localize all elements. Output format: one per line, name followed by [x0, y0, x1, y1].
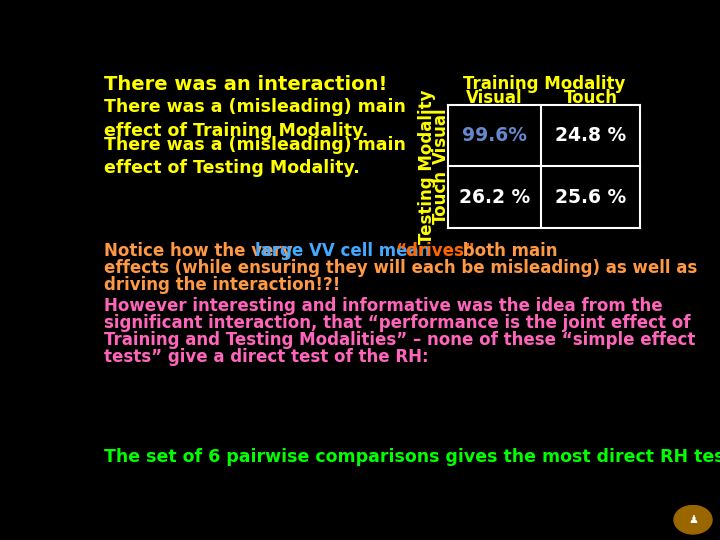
Text: 99.6%: 99.6%: [462, 126, 527, 145]
Text: driving the interaction!?!: driving the interaction!?!: [104, 276, 341, 294]
Text: Touch: Touch: [564, 90, 618, 107]
Text: 25.6 %: 25.6 %: [555, 188, 626, 207]
Text: Touch: Touch: [432, 170, 450, 224]
Text: significant interaction, that “performance is the joint effect of: significant interaction, that “performan…: [104, 314, 690, 332]
Text: There was a (misleading) main
effect of Testing Modality.: There was a (misleading) main effect of …: [104, 136, 406, 177]
Circle shape: [674, 505, 712, 534]
Text: Training and Testing Modalities” – none of these “simple effect: Training and Testing Modalities” – none …: [104, 331, 696, 349]
Text: Testing Modality: Testing Modality: [418, 89, 436, 244]
Text: both main: both main: [457, 242, 557, 260]
Text: However interesting and informative was the idea from the: However interesting and informative was …: [104, 298, 662, 315]
Text: effects (while ensuring they will each be misleading) as well as: effects (while ensuring they will each b…: [104, 259, 697, 277]
Text: 26.2 %: 26.2 %: [459, 188, 530, 207]
Text: “drives”: “drives”: [395, 242, 474, 260]
Text: There was an interaction!: There was an interaction!: [104, 75, 387, 94]
Text: ♟: ♟: [688, 515, 698, 525]
Text: large VV cell mean: large VV cell mean: [255, 242, 436, 260]
Text: There was a (misleading) main
effect of Training Modality.: There was a (misleading) main effect of …: [104, 98, 406, 139]
Text: Visual: Visual: [467, 90, 523, 107]
Text: tests” give a direct test of the RH:: tests” give a direct test of the RH:: [104, 348, 428, 366]
Text: Training Modality: Training Modality: [463, 75, 626, 93]
Text: Visual: Visual: [432, 107, 450, 164]
Text: The set of 6 pairwise comparisons gives the most direct RH test!!!: The set of 6 pairwise comparisons gives …: [104, 448, 720, 466]
Text: Notice how the very: Notice how the very: [104, 242, 298, 260]
Text: 24.8 %: 24.8 %: [555, 126, 626, 145]
